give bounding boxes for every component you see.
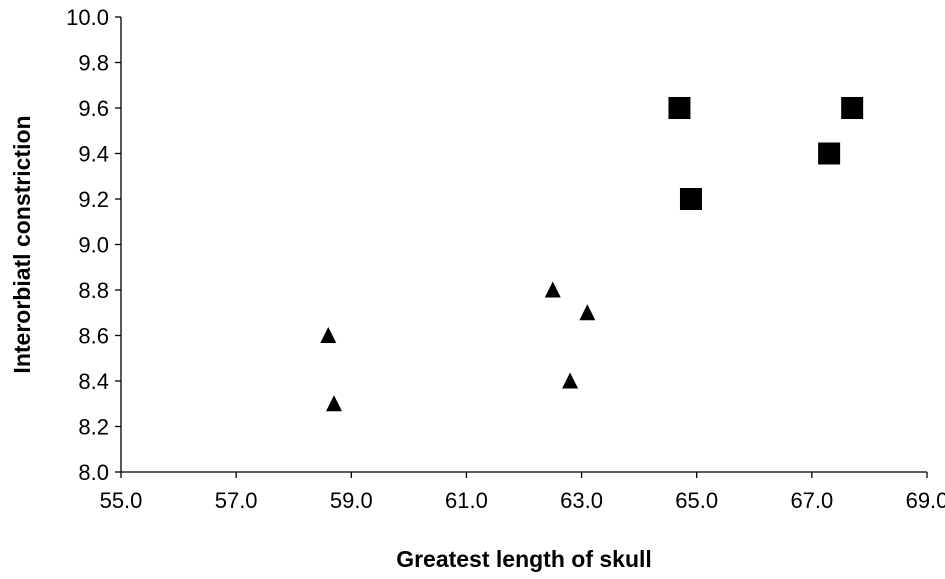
y-axis: 8.0 8.2 8.4 8.6 8.8 9.0 9.2 9.4 9.6 9.8 10.0: [66, 5, 121, 485]
plot-area: [120, 17, 927, 473]
y-axis-title: Interorbiatl constriction: [9, 115, 35, 373]
y-tick-label: 8.4: [78, 369, 109, 394]
triangle-marker: [326, 395, 343, 412]
triangle-marker: [320, 327, 337, 343]
x-axis-title: Greatest length of skull: [396, 546, 652, 572]
square-marker: [668, 97, 691, 119]
x-tick-label: 63.0: [560, 488, 603, 513]
y-tick-label: 9.4: [78, 142, 109, 167]
x-tick-label: 69.0: [906, 488, 945, 513]
data-markers: [320, 97, 864, 412]
x-tick-label: 55.0: [100, 488, 143, 513]
y-tick-label: 9.0: [78, 233, 109, 258]
y-tick-label: 8.6: [78, 324, 109, 349]
square-marker: [841, 97, 864, 119]
y-tick-label: 8.8: [78, 278, 109, 303]
x-axis: 55.0 57.0 59.0 61.0 63.0 65.0 67.0 69.0: [100, 472, 945, 513]
triangle-marker: [579, 304, 596, 321]
x-tick-label: 67.0: [790, 488, 833, 513]
y-tick-label: 8.0: [78, 460, 109, 485]
x-tick-label: 65.0: [675, 488, 718, 513]
triangle-marker: [562, 372, 579, 389]
square-marker: [818, 142, 841, 165]
x-tick-label: 59.0: [330, 488, 373, 513]
y-tick-label: 8.2: [78, 415, 109, 440]
y-tick-label: 9.8: [78, 51, 109, 76]
y-tick-label: 9.2: [78, 187, 109, 212]
triangle-marker: [544, 281, 561, 298]
x-tick-label: 61.0: [445, 488, 488, 513]
y-tick-label: 9.6: [78, 96, 109, 121]
square-marker: [679, 188, 702, 210]
y-tick-label: 10.0: [66, 5, 109, 30]
x-tick-label: 57.0: [215, 488, 258, 513]
